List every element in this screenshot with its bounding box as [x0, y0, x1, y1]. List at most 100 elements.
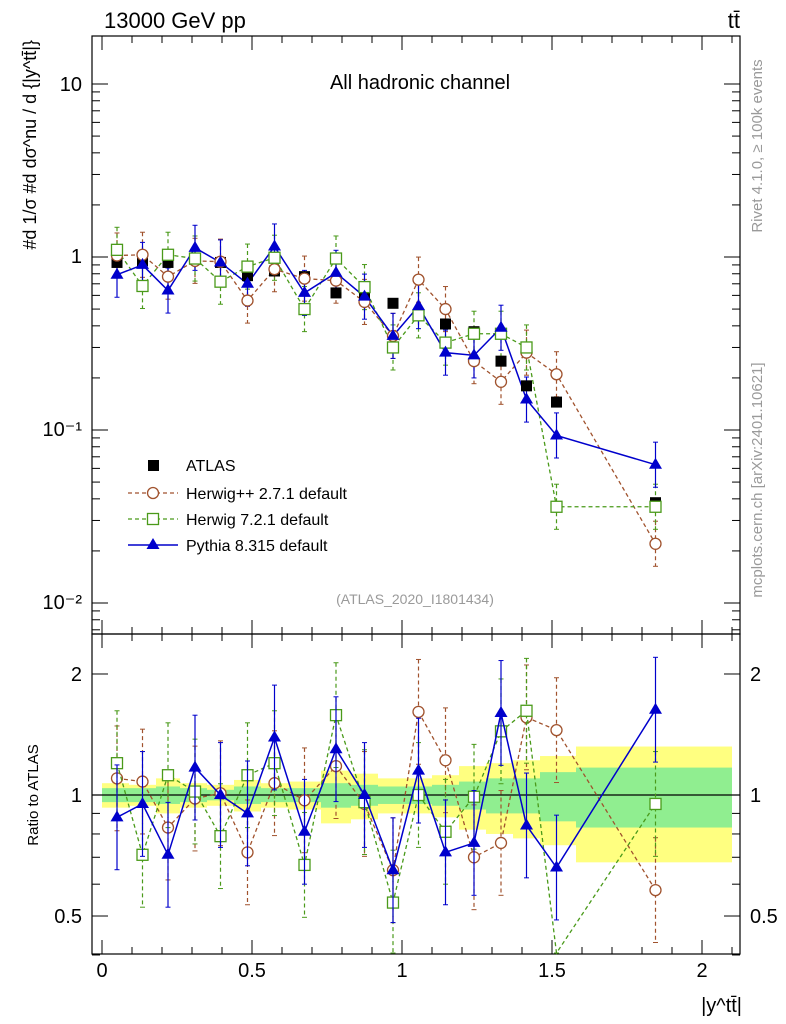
xtick-label: 2 [696, 960, 707, 982]
main-point-herwigpp [268, 263, 281, 276]
ratio-point-pythia [494, 705, 508, 717]
main-point-herwigpp [298, 272, 311, 285]
ratio-band-stat [540, 772, 576, 822]
main-point-pythia [214, 255, 227, 267]
main-ytick-label: 1 [71, 246, 82, 268]
main-point-herwigpp [494, 375, 508, 388]
main-point-atlas [440, 318, 451, 330]
ratio-series-layer [110, 656, 662, 955]
ratio-point-pythia [241, 806, 254, 818]
main-point-atlas [387, 297, 399, 309]
main-point-herwig7 [412, 309, 425, 322]
ratio-point-herwigpp [494, 836, 508, 850]
main-point-herwig7 [298, 302, 311, 316]
main-point-pythia [494, 320, 508, 332]
analysis-watermark: (ATLAS_2020_I1801434) [336, 591, 494, 607]
header-energy: 13000 GeV pp [104, 8, 246, 33]
ratio-point-pythia [649, 702, 662, 714]
main-point-herwigpp [161, 270, 175, 283]
ratio-point-herwigpp [439, 754, 452, 767]
main-point-herwig7 [520, 341, 533, 354]
ratio-ytick-label: 0.5 [54, 906, 82, 928]
main-point-herwigpp [412, 273, 425, 286]
main-point-herwig7 [188, 252, 202, 265]
main-ytick-label: 10 [60, 74, 82, 96]
legend-marker-atlas [148, 460, 159, 471]
main-point-atlas [330, 287, 342, 299]
ratio-point-herwigpp [550, 723, 563, 737]
ratio-ytick-label-right: 0.5 [750, 906, 778, 928]
main-point-pythia [550, 428, 563, 440]
side-rivet-label: Rivet 4.1.0, ≥ 100k events [749, 59, 766, 232]
main-point-pythia [188, 240, 202, 252]
main-point-pythia [358, 289, 371, 301]
ratio-point-pythia [214, 788, 227, 799]
ratio-point-pythia [439, 845, 452, 857]
main-point-pythia [439, 345, 452, 357]
ratio-point-herwig7 [161, 769, 175, 782]
ratio-ytick-label: 1 [71, 785, 82, 807]
main-point-atlas [242, 270, 253, 282]
plot-title: All hadronic channel [330, 72, 510, 94]
ratio-point-pythia [188, 760, 202, 772]
ratio-ytick-label-right: 1 [750, 785, 761, 807]
main-point-pythia [298, 285, 311, 297]
main-point-herwigpp [550, 368, 563, 381]
main-point-atlas [521, 380, 532, 392]
ratio-point-pythia [136, 796, 149, 808]
xtick-label: 0.5 [238, 960, 266, 982]
main-point-pythia [520, 392, 533, 404]
ratio-band-stat [576, 767, 732, 828]
side-mcplots-label: mcplots.cern.ch [arXiv:2401.10621] [749, 362, 766, 597]
main-point-atlas [495, 355, 507, 367]
main-point-herwig7 [550, 500, 563, 513]
ratio-point-herwigpp [412, 705, 425, 719]
ratio-line-pythia [116, 709, 657, 873]
main-point-pythia [467, 348, 481, 360]
main-point-herwigpp [439, 302, 452, 316]
ratio-point-herwig7 [520, 704, 533, 717]
main-point-pythia [241, 276, 254, 288]
main-point-pythia [412, 299, 425, 311]
ratio-ylabel: Ratio to ATLAS [25, 744, 42, 845]
x-axis-label: |y^tt̄| [701, 995, 742, 1017]
xtick-label: 1 [396, 960, 407, 982]
main-point-pythia [161, 283, 175, 295]
main-point-pythia [649, 457, 662, 469]
legend-label-atlas: ATLAS [186, 458, 236, 475]
main-point-herwig7 [136, 279, 149, 293]
main-point-atlas [162, 256, 174, 268]
main-point-pythia [268, 239, 281, 251]
main-point-herwig7 [268, 251, 281, 264]
ratio-point-pythia [386, 863, 400, 875]
main-point-pythia [386, 328, 400, 340]
main-point-herwig7 [110, 243, 124, 256]
main-ytick-label: 10⁻¹ [43, 419, 83, 441]
main-series-layer [110, 223, 662, 567]
main-point-pythia [329, 265, 343, 277]
main-point-herwig7 [214, 275, 227, 288]
main-point-herwig7 [649, 500, 662, 513]
ratio-point-pythia [520, 818, 533, 830]
main-point-pythia [136, 257, 149, 269]
legend-label-herwigpp: Herwig++ 2.7.1 default [186, 486, 348, 503]
ratio-point-herwigpp [649, 883, 662, 897]
ratio-point-herwig7 [649, 797, 662, 811]
main-point-pythia [110, 267, 124, 279]
ratio-point-pythia [358, 788, 371, 799]
legend-marker-herwigpp [146, 486, 160, 500]
xtick-label: 1.5 [538, 960, 566, 982]
ratio-point-pythia [161, 847, 175, 859]
main-point-herwigpp [649, 537, 662, 550]
ratio-point-pythia [268, 730, 281, 742]
main-point-herwig7 [467, 327, 481, 340]
legend-marker-pythia [146, 538, 160, 549]
ratio-ytick-label: 2 [71, 664, 82, 686]
axis-ticks [92, 36, 740, 956]
main-point-atlas [551, 396, 562, 408]
main-point-herwig7 [241, 260, 254, 273]
ratio-frame [91, 633, 741, 955]
main-ylabel: #d 1/σ #d dσ^nu / d {|y^tt̄|} [20, 40, 40, 250]
main-point-herwigpp [241, 294, 254, 307]
legend: ATLAS Herwig++ 2.7.1 default Herwig 7.2.… [128, 458, 348, 555]
